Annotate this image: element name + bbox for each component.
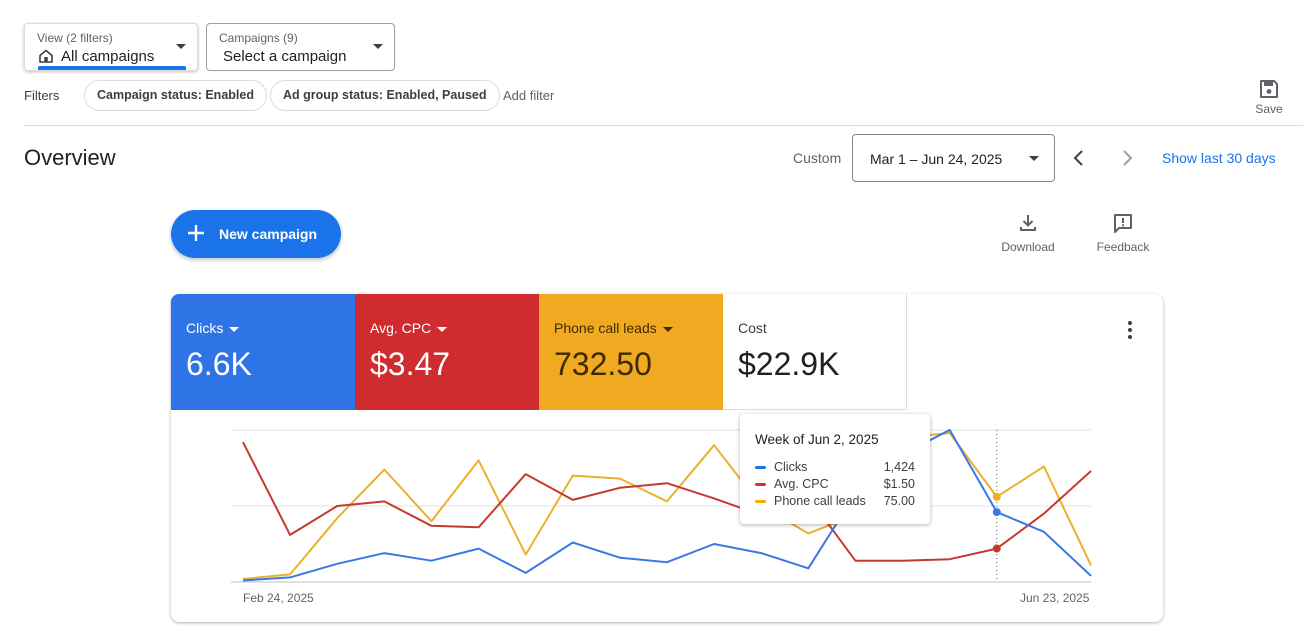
highlight-point — [992, 544, 1001, 553]
save-label: Save — [1255, 102, 1283, 116]
download-button[interactable]: Download — [996, 212, 1060, 254]
save-button[interactable]: Save — [1248, 78, 1290, 116]
series-swatch — [755, 483, 766, 487]
download-icon — [1020, 215, 1036, 231]
x-axis-end-label: Jun 23, 2025 — [1020, 591, 1090, 605]
page-title: Overview — [24, 145, 116, 170]
feedback-label: Feedback — [1096, 240, 1150, 254]
header-divider — [24, 125, 1303, 126]
series-swatch — [755, 500, 766, 504]
series-swatch — [755, 466, 766, 470]
view-selector[interactable]: View (2 filters) All campaigns — [24, 23, 198, 71]
new-campaign-button[interactable]: New campaign — [171, 210, 341, 258]
filter-chip-ad-group-status[interactable]: Ad group status: Enabled, Paused — [270, 80, 500, 111]
view-selector-active-indicator — [38, 66, 186, 70]
campaign-selector[interactable]: Campaigns (9) Select a campaign — [206, 23, 395, 71]
home-icon — [39, 49, 53, 63]
metric-value: 6.6K — [186, 346, 252, 382]
metric-tile-phone-call-leads[interactable]: Phone call leads 732.50 — [539, 294, 723, 410]
caret-down-icon — [662, 326, 673, 332]
tooltip-title: Week of Jun 2, 2025 — [755, 432, 879, 447]
metric-tile-clicks[interactable]: Clicks 6.6K — [171, 294, 355, 410]
view-value: All campaigns — [61, 48, 155, 65]
date-range-value: Mar 1 – Jun 24, 2025 — [870, 151, 1003, 167]
highlight-point — [992, 508, 1001, 517]
filters-label: Filters — [24, 88, 60, 103]
filter-chip-campaign-status[interactable]: Campaign status: Enabled — [84, 80, 267, 111]
series-line-clicks — [242, 429, 1092, 582]
view-caption: View (2 filters) — [37, 31, 113, 45]
feedback-icon — [1114, 214, 1132, 233]
metric-tile-cost[interactable]: Cost $22.9K — [723, 294, 907, 410]
tooltip-row: Phone call leads 75.00 — [755, 494, 915, 508]
add-filter-button[interactable]: Add filter — [503, 88, 555, 103]
chevron-down-icon — [373, 44, 383, 49]
plus-icon — [188, 225, 204, 241]
metric-label: Cost — [738, 320, 767, 336]
metric-tile-avg-cpc[interactable]: Avg. CPC $3.47 — [355, 294, 539, 410]
metric-label: Avg. CPC — [370, 320, 448, 336]
metric-label: Phone call leads — [554, 320, 673, 336]
metric-value: 732.50 — [554, 346, 652, 382]
series-line-avg-cpc — [242, 441, 1092, 562]
caret-down-icon — [437, 326, 448, 332]
metric-value: $22.9K — [738, 346, 840, 382]
download-label: Download — [1001, 240, 1055, 254]
tooltip-row: Clicks 1,424 — [755, 460, 915, 474]
campaign-caption: Campaigns (9) — [219, 31, 298, 45]
performance-card: Clicks 6.6K Avg. CPC $3.47 Phone call le… — [171, 294, 1163, 622]
chevron-down-icon — [176, 44, 186, 49]
caret-down-icon — [229, 326, 240, 332]
new-campaign-label: New campaign — [219, 226, 318, 242]
campaign-value: Select a campaign — [223, 48, 347, 65]
x-axis-start-label: Feb 24, 2025 — [243, 591, 314, 605]
performance-chart — [231, 429, 1092, 583]
chevron-down-icon — [1029, 156, 1039, 161]
date-range-picker[interactable]: Mar 1 – Jun 24, 2025 — [852, 134, 1055, 182]
show-last-30-days-link[interactable]: Show last 30 days — [1162, 150, 1276, 166]
metric-value: $3.47 — [370, 346, 451, 382]
save-icon — [1260, 80, 1278, 98]
highlight-point — [992, 492, 1001, 501]
feedback-button[interactable]: Feedback — [1092, 212, 1154, 254]
previous-period-icon[interactable] — [1068, 146, 1090, 170]
next-period-icon[interactable] — [1116, 146, 1138, 170]
tooltip-row: Avg. CPC $1.50 — [755, 477, 915, 491]
more-options-icon[interactable] — [1124, 320, 1136, 340]
date-range-type-label: Custom — [793, 150, 842, 166]
metric-label: Clicks — [186, 320, 240, 336]
series-line-phone-call-leads — [242, 432, 1092, 580]
chart-tooltip: Week of Jun 2, 2025 Clicks 1,424 Avg. CP… — [740, 414, 930, 524]
